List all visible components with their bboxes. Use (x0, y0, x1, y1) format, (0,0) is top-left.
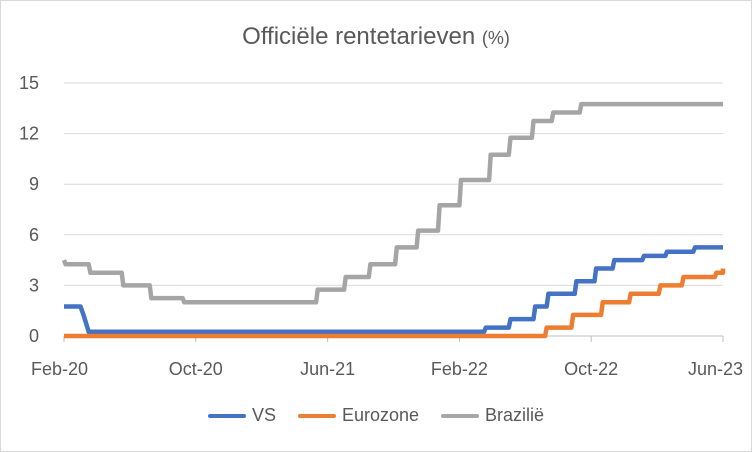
chart-title: Officiële rentetarieven (%) (1, 23, 751, 51)
legend: VS Eurozone Brazilië (1, 405, 751, 426)
x-tick-label: Jun-21 (300, 359, 355, 379)
legend-label: Eurozone (341, 405, 420, 425)
chart-title-text: Officiële rentetarieven (242, 23, 476, 50)
y-tick-label: 15 (19, 73, 39, 93)
x-tick-label: Feb-22 (431, 359, 488, 379)
legend-swatch (207, 413, 246, 418)
x-tick-label: Feb-20 (31, 359, 88, 379)
legend-item: VS (207, 405, 276, 426)
y-tick-label: 12 (19, 124, 39, 144)
x-tick-label: Oct-22 (564, 359, 618, 379)
y-tick-label: 9 (29, 174, 39, 194)
y-tick-label: 0 (29, 326, 39, 346)
legend-swatch (441, 413, 480, 418)
y-tick-label: 3 (29, 275, 39, 295)
chart-title-unit: (%) (481, 28, 510, 48)
series-line-eurozone (64, 268, 726, 339)
x-tick-label: Oct-20 (169, 359, 223, 379)
y-tick-label: 6 (29, 225, 39, 245)
legend-label: Brazilië (485, 405, 545, 425)
series-line-vs (64, 245, 723, 335)
legend-item: Brazilië (441, 405, 544, 426)
legend-label: VS (251, 405, 276, 425)
legend-item: Eurozone (297, 405, 420, 426)
x-tick-label: Jun-23 (688, 359, 743, 379)
legend-swatch (297, 413, 336, 418)
series-line-brazilië (61, 101, 723, 305)
